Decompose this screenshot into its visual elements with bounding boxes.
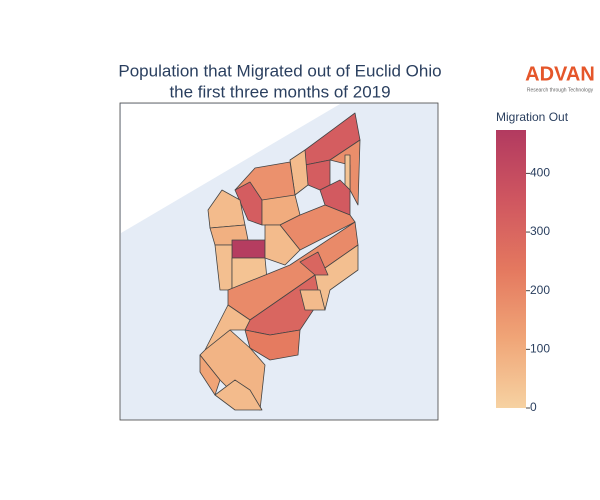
colorbar-tick-label: 200: [530, 283, 550, 297]
region: [319, 179, 351, 216]
region: [299, 289, 326, 311]
logo-tagline: Research through Technology: [527, 87, 594, 93]
region: [299, 251, 329, 276]
colorbar: [496, 130, 526, 408]
colorbar-title: Migration Out: [496, 110, 569, 124]
region: [204, 304, 251, 351]
colorbar-tick-label: 0: [530, 400, 537, 414]
chart-title: Population that Migrated out of Euclid O…: [118, 61, 441, 80]
region: [264, 224, 301, 266]
chart-subtitle: the first three months of 2019: [169, 82, 390, 101]
region: [304, 159, 331, 191]
land-area: [121, 104, 340, 233]
region: [207, 189, 246, 229]
colorbar-tick-label: 400: [530, 166, 550, 180]
colorbar-tick-label: 300: [530, 224, 550, 238]
regions: [199, 112, 361, 411]
region: [344, 154, 351, 191]
logo: ADVAN: [525, 63, 595, 85]
region: [231, 239, 266, 259]
region: [214, 379, 263, 411]
colorbar-tick-label: 100: [530, 342, 550, 356]
